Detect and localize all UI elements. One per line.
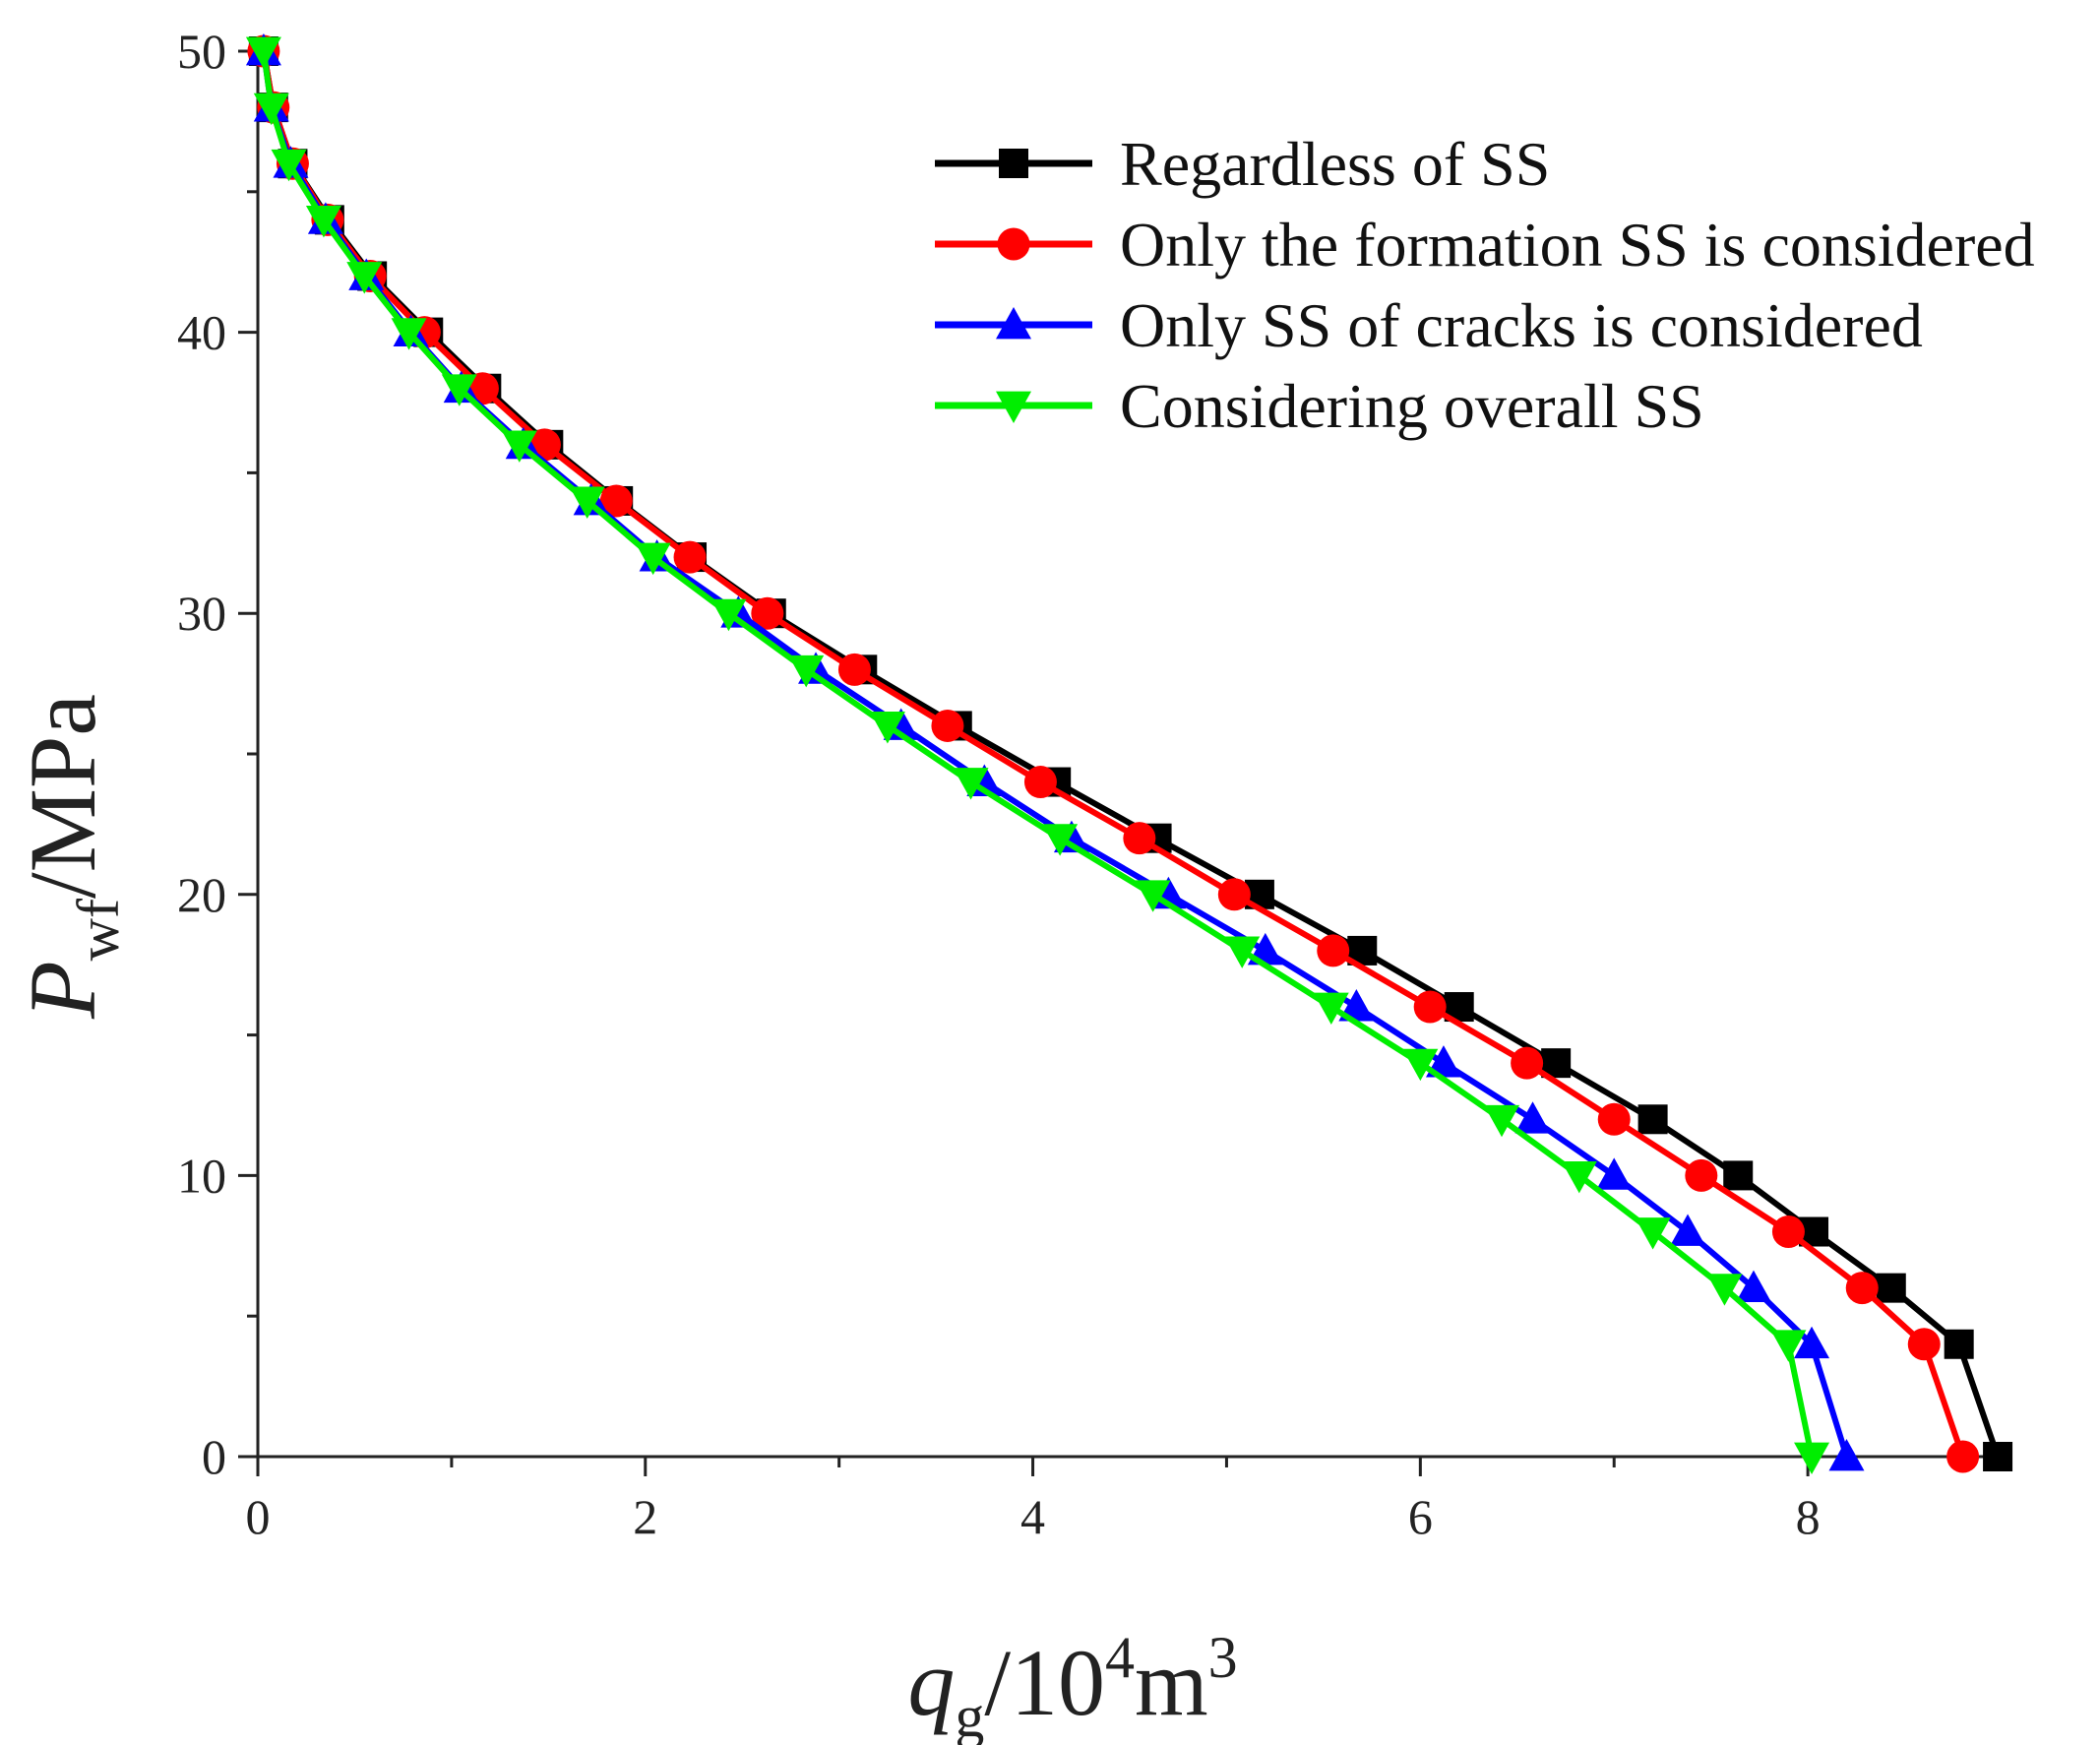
data-point (1217, 878, 1251, 911)
data-point (1635, 1217, 1671, 1250)
x-tick-label: 2 (633, 1489, 657, 1544)
data-point (1561, 1161, 1597, 1194)
legend-item-3: Only SS of cracks is considered (935, 290, 1923, 360)
data-point (599, 484, 633, 518)
data-point (501, 430, 537, 463)
series-group (245, 33, 2013, 1474)
data-point (1828, 1439, 1865, 1471)
legend-label: Only SS of cracks is considered (1120, 290, 1923, 360)
data-point (1983, 1442, 2013, 1471)
data-point (1770, 1330, 1807, 1362)
legend-label: Regardless of SS (1120, 129, 1550, 199)
legend-label: Considering overall SS (1120, 371, 1704, 441)
data-point (1135, 880, 1171, 912)
data-point (788, 654, 825, 688)
x-tick-label: 0 (246, 1489, 271, 1544)
data-point (1317, 934, 1350, 967)
legend-marker (996, 307, 1031, 340)
y-tick-label: 20 (177, 867, 226, 922)
data-point (1413, 990, 1447, 1024)
data-point (1338, 989, 1375, 1022)
data-point (1685, 1158, 1718, 1192)
data-point (1511, 1046, 1544, 1080)
data-point (1425, 1045, 1461, 1078)
data-point (1794, 1326, 1830, 1359)
legend-marker (997, 227, 1030, 261)
data-point (569, 486, 605, 519)
data-point (1123, 822, 1156, 855)
data-point (441, 374, 477, 406)
data-point (1670, 1214, 1706, 1246)
y-tick-label: 10 (177, 1148, 226, 1203)
data-point (1946, 1440, 1980, 1473)
data-point (271, 149, 307, 182)
data-point (1023, 766, 1057, 799)
x-tick-label: 6 (1408, 1489, 1433, 1544)
data-point (751, 596, 784, 630)
x-axis-title: qg/104m3 (907, 1625, 1237, 1745)
x-tick-label: 4 (1020, 1489, 1045, 1544)
y-axis-title: Pwf/MPa (10, 694, 131, 1020)
legend-item-4: Considering overall SS (935, 371, 1704, 441)
data-point (953, 768, 989, 800)
data-point (869, 712, 905, 744)
legend: Regardless of SS Only the formation SS is… (935, 129, 2035, 441)
data-point (305, 205, 341, 238)
legend-label: Only the formation SS is considered (1120, 210, 2035, 280)
data-point (245, 36, 281, 69)
y-tick-label: 30 (177, 586, 226, 641)
legend-marker (999, 149, 1028, 178)
data-point (1944, 1329, 1974, 1359)
legend-item-2: Only the formation SS is considered (935, 210, 2035, 280)
data-point (1845, 1272, 1879, 1305)
data-point (673, 540, 707, 574)
data-point (1313, 992, 1349, 1026)
data-point (1042, 824, 1079, 856)
y-tick-label: 50 (177, 24, 226, 79)
data-point (1706, 1274, 1743, 1306)
data-point (346, 262, 383, 294)
legend-marker (996, 391, 1031, 423)
data-point (1597, 1102, 1631, 1136)
series-4 (245, 36, 1830, 1474)
data-point (1771, 1215, 1805, 1249)
data-point (1637, 1104, 1668, 1135)
data-point (710, 598, 747, 632)
data-point (1224, 936, 1261, 968)
y-tick-label: 0 (202, 1429, 226, 1484)
data-point (1876, 1273, 1906, 1303)
data-point (931, 709, 964, 742)
x-tick-label: 8 (1796, 1489, 1821, 1544)
data-point (1735, 1270, 1771, 1303)
data-point (1907, 1328, 1941, 1361)
legend-item-1: Regardless of SS (935, 129, 1550, 199)
data-point (837, 653, 871, 686)
data-point (253, 93, 289, 126)
data-point (1596, 1157, 1633, 1190)
data-point (1514, 1101, 1551, 1134)
data-point (635, 542, 671, 576)
data-point (1484, 1104, 1520, 1138)
data-point (391, 318, 427, 350)
data-point (1402, 1048, 1439, 1082)
data-point (1794, 1442, 1830, 1474)
axes: 0 2 4 6 8 0 10 20 30 40 50 (177, 24, 2004, 1544)
y-tick-label: 40 (177, 305, 226, 360)
data-point (1723, 1160, 1754, 1191)
